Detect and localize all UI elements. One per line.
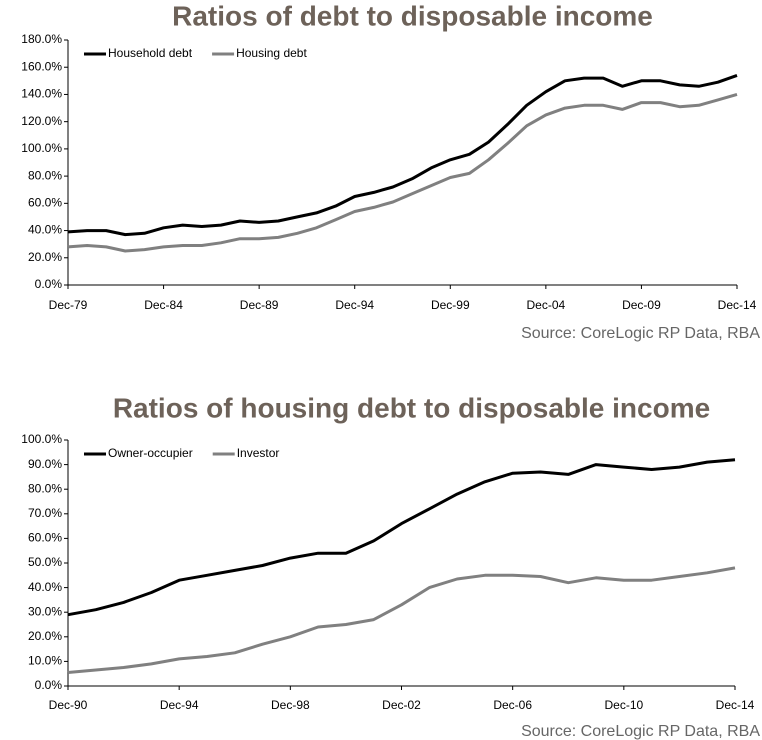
y-tick-label: 10.0%: [28, 654, 62, 668]
x-tick-label: Dec-94: [335, 298, 374, 312]
x-tick-label: Dec-02: [382, 698, 421, 712]
y-tick-label: 70.0%: [28, 506, 62, 520]
line-series: [67, 566, 736, 674]
y-tick-label: 100.0%: [21, 141, 62, 155]
y-tick-label: 40.0%: [28, 580, 62, 594]
y-tick-label: 20.0%: [28, 250, 62, 264]
line-series: [67, 73, 738, 237]
legend-label: Household debt: [108, 46, 193, 60]
x-tick-label: Dec-79: [49, 298, 88, 312]
chart-title: Ratios of housing debt to disposable inc…: [113, 392, 710, 423]
legend-label: Housing debt: [236, 46, 307, 60]
y-tick-label: 90.0%: [28, 457, 62, 471]
chart-title: Ratios of debt to disposable income: [172, 0, 653, 31]
legend-label: Investor: [237, 446, 280, 460]
x-tick-label: Dec-06: [493, 698, 532, 712]
x-tick-label: Dec-98: [271, 698, 310, 712]
y-tick-label: 140.0%: [21, 87, 62, 101]
x-tick-label: Dec-90: [49, 698, 88, 712]
y-tick-label: 180.0%: [21, 32, 62, 46]
source-note: Source: CoreLogic RP Data, RBA: [521, 325, 760, 342]
x-tick-label: Dec-10: [604, 698, 643, 712]
y-tick-label: 120.0%: [21, 114, 62, 128]
y-tick-label: 20.0%: [28, 629, 62, 643]
y-tick-label: 80.0%: [28, 481, 62, 495]
legend-label: Owner-occupier: [108, 446, 193, 460]
y-tick-label: 50.0%: [28, 555, 62, 569]
x-tick-label: Dec-89: [240, 298, 279, 312]
x-tick-label: Dec-04: [527, 298, 566, 312]
source-note: Source: CoreLogic RP Data, RBA: [521, 723, 760, 740]
y-tick-label: 60.0%: [28, 531, 62, 545]
y-tick-label: 0.0%: [35, 277, 63, 291]
x-tick-label: Dec-99: [431, 298, 470, 312]
y-tick-label: 60.0%: [28, 196, 62, 210]
y-tick-label: 0.0%: [35, 678, 63, 692]
y-tick-label: 30.0%: [28, 604, 62, 618]
x-tick-label: Dec-09: [622, 298, 661, 312]
x-tick-label: Dec-84: [144, 298, 183, 312]
x-tick-label: Dec-14: [718, 298, 757, 312]
y-tick-label: 40.0%: [28, 223, 62, 237]
line-series: [67, 458, 736, 617]
x-tick-label: Dec-94: [160, 698, 199, 712]
y-tick-label: 80.0%: [28, 168, 62, 182]
line-series: [67, 92, 738, 253]
y-tick-label: 160.0%: [21, 59, 62, 73]
y-tick-label: 100.0%: [21, 432, 62, 446]
x-tick-label: Dec-14: [716, 698, 755, 712]
